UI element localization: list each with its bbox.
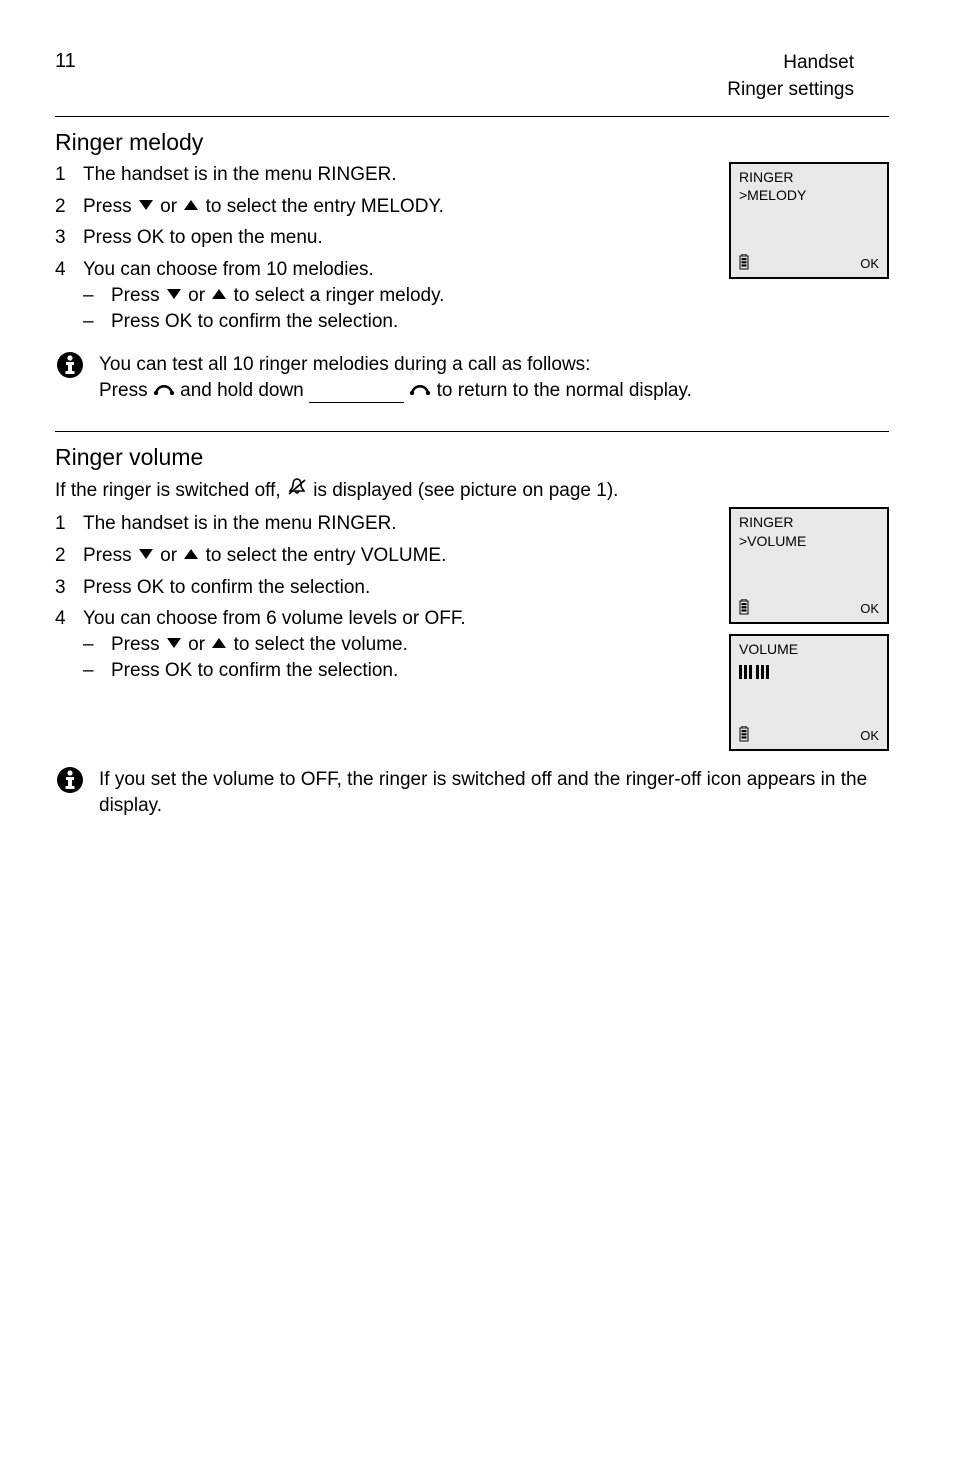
panel-v1-line2: >VOLUME — [739, 532, 879, 550]
down-triangle-icon — [137, 194, 155, 220]
display-panel-volume-1: RINGER >VOLUME OK — [729, 507, 889, 624]
v-sub-b: Press OK to confirm the selection. — [111, 658, 398, 684]
section-title-melody: Ringer melody — [55, 129, 889, 156]
info-text-melody: You can test all 10 ringer melodies duri… — [99, 350, 889, 403]
up-triangle-icon — [210, 632, 228, 658]
up-triangle-icon — [210, 283, 228, 309]
page: 11 Handset Ringer settings Ringer melody… — [0, 0, 954, 1472]
step-num: 2 — [55, 194, 73, 220]
steps-volume: If the ringer is switched off, is displa… — [55, 477, 709, 683]
section-body-volume: RINGER >VOLUME OK VOLUME — [55, 477, 889, 757]
v-step3: Press OK to confirm the selection. — [83, 575, 709, 601]
step-num: 1 — [55, 162, 73, 188]
running-heads: Handset Ringer settings — [727, 50, 854, 103]
handset-icon — [409, 378, 431, 404]
up-triangle-icon — [182, 543, 200, 569]
volume-bars-icon — [739, 665, 879, 681]
step-num: 1 — [55, 511, 73, 537]
section-body-melody: RINGER >MELODY OK 1 The handset is in th… — [55, 162, 889, 342]
info-line2: Press and hold down to return to the nor… — [99, 378, 889, 404]
sub-b: Press OK to confirm the selection. — [111, 309, 398, 335]
step-num: 4 — [55, 606, 73, 632]
sub-dash: – — [83, 658, 101, 684]
info-icon — [55, 765, 85, 803]
up-triangle-icon — [182, 194, 200, 220]
sub-dash: – — [83, 632, 101, 658]
page-number: 11 — [55, 50, 76, 73]
info-line1: You can test all 10 ringer melodies duri… — [99, 352, 889, 378]
step-num: 2 — [55, 543, 73, 569]
rule-1 — [55, 116, 889, 117]
section-title-volume: Ringer volume — [55, 444, 889, 471]
display-panel-melody: RINGER >MELODY OK — [729, 162, 889, 279]
handset-icon — [153, 378, 175, 404]
panel-v1-ok: OK — [860, 601, 879, 616]
rule-2 — [55, 431, 889, 432]
underline-span — [309, 380, 404, 403]
panel-v1-line1: RINGER — [739, 513, 879, 531]
panel1-line2: >MELODY — [739, 186, 879, 204]
steps-melody: 1 The handset is in the menu RINGER. 2 P… — [55, 162, 709, 334]
v-step4: You can choose from 6 volume levels or O… — [83, 606, 709, 632]
step-num: 3 — [55, 575, 73, 601]
panel-v2-ok: OK — [860, 728, 879, 743]
display-panel-melody-text: RINGER >MELODY — [739, 168, 879, 204]
info-row-volume: If you set the volume to OFF, the ringer… — [55, 765, 889, 818]
running-head-2: Ringer settings — [727, 77, 854, 104]
display-panel-volume-2: VOLUME OK — [729, 634, 889, 751]
panel-text: RINGER >VOLUME — [739, 513, 879, 549]
panel-v2-line1: VOLUME — [739, 640, 879, 658]
down-triangle-icon — [165, 632, 183, 658]
sub-dash: – — [83, 309, 101, 335]
step-num: 3 — [55, 225, 73, 251]
step-num: 4 — [55, 257, 73, 283]
down-triangle-icon — [165, 283, 183, 309]
panel1-ok: OK — [860, 256, 879, 271]
v-sub-a: Press or to select the volume. — [111, 632, 408, 658]
running-head-1: Handset — [727, 50, 854, 77]
intro-line: If the ringer is switched off, is displa… — [55, 477, 709, 505]
info-icon — [55, 350, 85, 388]
v-step1: The handset is in the menu RINGER. — [83, 511, 709, 537]
battery-icon — [739, 726, 749, 745]
v-step2: Press or to select the entry VOLUME. — [83, 543, 709, 569]
info-text-volume: If you set the volume to OFF, the ringer… — [99, 765, 889, 818]
panel1-line1: RINGER — [739, 168, 879, 186]
sub-dash: – — [83, 283, 101, 309]
down-triangle-icon — [137, 543, 155, 569]
panel-text: VOLUME — [739, 640, 879, 680]
step1-text: The handset is in the menu RINGER. — [83, 162, 709, 188]
info-row-melody: You can test all 10 ringer melodies duri… — [55, 350, 889, 403]
battery-icon — [739, 599, 749, 618]
step3-text: Press OK to open the menu. — [83, 225, 709, 251]
battery-icon — [739, 254, 749, 273]
step2-text: Press or to select the entry MELODY. — [83, 194, 709, 220]
sub-a: Press or to select a ringer melody. — [111, 283, 444, 309]
ringer-off-icon — [286, 477, 308, 505]
step4-text: You can choose from 10 melodies. — [83, 257, 709, 283]
